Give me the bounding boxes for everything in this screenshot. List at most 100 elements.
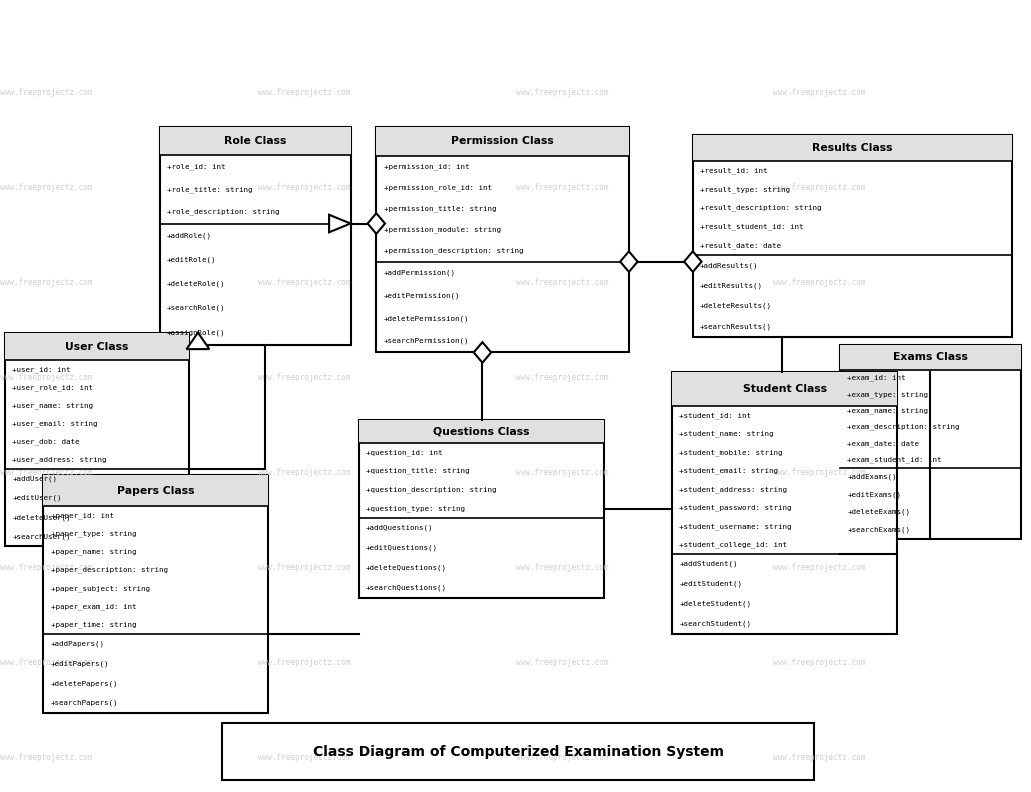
Text: +exam_name: string: +exam_name: string [847,407,929,414]
Text: www.freeprojectz.com: www.freeprojectz.com [0,183,93,192]
Text: www.freeprojectz.com: www.freeprojectz.com [258,563,351,573]
Text: +permission_description: string: +permission_description: string [384,248,523,254]
Text: +question_description: string: +question_description: string [366,486,497,493]
Text: +deleteUser(): +deleteUser() [12,514,71,520]
Text: +deleteExams(): +deleteExams() [847,509,910,516]
Text: +exam_student_id: int: +exam_student_id: int [847,456,942,463]
Text: +user_address: string: +user_address: string [12,456,107,463]
Text: +editStudent(): +editStudent() [679,581,742,587]
Text: +exam_date: date: +exam_date: date [847,440,920,447]
Text: +paper_time: string: +paper_time: string [51,622,136,628]
FancyBboxPatch shape [672,372,897,406]
Text: +student_address: string: +student_address: string [679,486,788,493]
Text: +deleteQuestions(): +deleteQuestions() [366,565,447,571]
Text: +student_name: string: +student_name: string [679,431,774,437]
Text: Questions Class: Questions Class [433,426,530,436]
Text: Role Class: Role Class [224,136,287,146]
Text: +user_email: string: +user_email: string [12,421,98,427]
Text: www.freeprojectz.com: www.freeprojectz.com [773,373,866,383]
Text: +addPermission(): +addPermission() [384,270,456,276]
Text: www.freeprojectz.com: www.freeprojectz.com [516,88,608,97]
Polygon shape [621,251,637,272]
Text: +permission_id: int: +permission_id: int [384,163,469,170]
Text: +paper_subject: string: +paper_subject: string [51,585,149,592]
Polygon shape [473,342,491,363]
Text: +editExams(): +editExams() [847,491,901,497]
Text: www.freeprojectz.com: www.freeprojectz.com [0,373,93,383]
Text: +user_id: int: +user_id: int [12,366,71,373]
Text: www.freeprojectz.com: www.freeprojectz.com [773,468,866,478]
Text: www.freeprojectz.com: www.freeprojectz.com [0,88,93,97]
Text: +deleteStudent(): +deleteStudent() [679,600,752,607]
Text: +student_username: string: +student_username: string [679,523,792,530]
Polygon shape [187,333,209,349]
Text: Exams Class: Exams Class [893,352,968,362]
Text: www.freeprojectz.com: www.freeprojectz.com [258,278,351,287]
Text: +editResults(): +editResults() [700,283,763,289]
Text: www.freeprojectz.com: www.freeprojectz.com [773,658,866,668]
Text: www.freeprojectz.com: www.freeprojectz.com [773,753,866,763]
Text: +role_description: string: +role_description: string [167,209,279,215]
Text: +paper_description: string: +paper_description: string [51,567,167,573]
Polygon shape [368,213,385,234]
Text: +searchPermission(): +searchPermission() [384,338,469,345]
FancyBboxPatch shape [160,127,351,155]
Text: +permission_title: string: +permission_title: string [384,206,496,212]
Text: +editQuestions(): +editQuestions() [366,545,438,551]
FancyBboxPatch shape [840,345,1021,539]
Text: www.freeprojectz.com: www.freeprojectz.com [773,88,866,97]
Text: +role_title: string: +role_title: string [167,186,253,192]
Text: Results Class: Results Class [812,143,893,153]
FancyBboxPatch shape [43,475,268,506]
Text: +result_date: date: +result_date: date [700,242,781,249]
Text: www.freeprojectz.com: www.freeprojectz.com [0,753,93,763]
Text: www.freeprojectz.com: www.freeprojectz.com [0,658,93,668]
Text: +result_id: int: +result_id: int [700,167,767,173]
Text: +paper_type: string: +paper_type: string [51,530,136,537]
Text: Student Class: Student Class [742,384,827,394]
Text: www.freeprojectz.com: www.freeprojectz.com [258,373,351,383]
Text: +addStudent(): +addStudent() [679,561,738,567]
Polygon shape [685,251,701,272]
FancyBboxPatch shape [359,420,604,598]
Text: www.freeprojectz.com: www.freeprojectz.com [516,563,608,573]
FancyBboxPatch shape [5,333,189,546]
Text: www.freeprojectz.com: www.freeprojectz.com [773,183,866,192]
Polygon shape [329,215,351,232]
Text: www.freeprojectz.com: www.freeprojectz.com [0,278,93,287]
Text: +question_id: int: +question_id: int [366,449,442,455]
Text: +addRole(): +addRole() [167,232,212,239]
Text: +deleteResults(): +deleteResults() [700,303,772,310]
Text: +user_dob: date: +user_dob: date [12,439,79,445]
Text: www.freeprojectz.com: www.freeprojectz.com [258,658,351,668]
Text: +exam_id: int: +exam_id: int [847,375,906,381]
FancyBboxPatch shape [840,345,1021,370]
Text: +assignRole(): +assignRole() [167,329,226,336]
Text: www.freeprojectz.com: www.freeprojectz.com [258,753,351,763]
Text: +user_role_id: int: +user_role_id: int [12,384,94,391]
Text: +searchUser(): +searchUser() [12,534,71,540]
FancyBboxPatch shape [222,723,814,780]
Text: +searchRole(): +searchRole() [167,305,226,311]
Text: +deletePapers(): +deletePapers() [51,680,118,687]
Text: +question_type: string: +question_type: string [366,505,465,512]
Text: +editRole(): +editRole() [167,257,217,263]
Text: +result_type: string: +result_type: string [700,186,790,192]
FancyBboxPatch shape [160,127,351,345]
Text: +user_name: string: +user_name: string [12,402,94,409]
FancyBboxPatch shape [359,420,604,443]
Text: +student_password: string: +student_password: string [679,505,792,511]
Text: +searchStudent(): +searchStudent() [679,620,752,627]
Text: www.freeprojectz.com: www.freeprojectz.com [516,468,608,478]
Text: www.freeprojectz.com: www.freeprojectz.com [516,373,608,383]
Text: +editPermission(): +editPermission() [384,292,460,299]
Text: www.freeprojectz.com: www.freeprojectz.com [0,468,93,478]
Text: +editUser(): +editUser() [12,495,62,501]
Text: +searchQuestions(): +searchQuestions() [366,584,447,591]
Text: www.freeprojectz.com: www.freeprojectz.com [516,753,608,763]
Text: www.freeprojectz.com: www.freeprojectz.com [0,563,93,573]
Text: +searchPapers(): +searchPapers() [51,699,118,706]
Text: Class Diagram of Computerized Examination System: Class Diagram of Computerized Examinatio… [312,744,724,759]
Text: +exam_description: string: +exam_description: string [847,424,960,430]
Text: Papers Class: Papers Class [117,485,195,496]
